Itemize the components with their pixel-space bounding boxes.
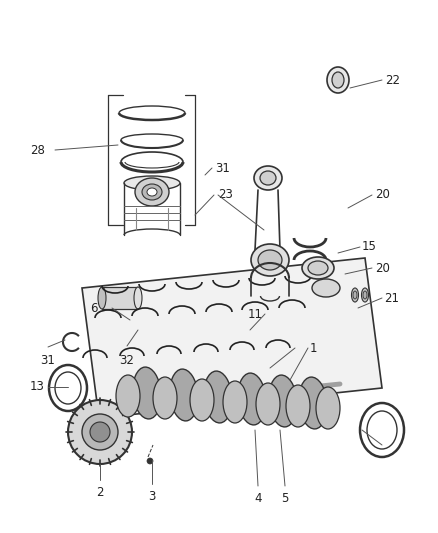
Ellipse shape	[308, 261, 328, 275]
Ellipse shape	[135, 178, 169, 206]
Ellipse shape	[142, 184, 162, 200]
Text: 2: 2	[96, 487, 104, 499]
Text: 31: 31	[215, 161, 230, 174]
Ellipse shape	[116, 375, 140, 417]
Text: 32: 32	[120, 353, 134, 367]
Text: 4: 4	[254, 491, 262, 505]
Text: 5: 5	[281, 491, 289, 505]
Ellipse shape	[170, 369, 198, 421]
Ellipse shape	[55, 372, 81, 404]
Ellipse shape	[260, 171, 276, 185]
Text: 20: 20	[375, 189, 390, 201]
Ellipse shape	[204, 371, 232, 423]
Text: 20: 20	[375, 262, 390, 274]
Ellipse shape	[133, 367, 161, 419]
Ellipse shape	[363, 291, 367, 299]
Ellipse shape	[302, 257, 334, 279]
Ellipse shape	[134, 287, 142, 309]
Ellipse shape	[352, 288, 358, 302]
Circle shape	[147, 458, 153, 464]
Ellipse shape	[360, 403, 404, 457]
Ellipse shape	[299, 377, 327, 429]
Ellipse shape	[254, 166, 282, 190]
Ellipse shape	[312, 279, 340, 297]
Text: 31: 31	[41, 353, 56, 367]
Text: 22: 22	[385, 74, 400, 86]
Ellipse shape	[316, 387, 340, 429]
Circle shape	[82, 414, 118, 450]
Ellipse shape	[49, 365, 87, 411]
Ellipse shape	[256, 383, 280, 425]
Text: 3: 3	[148, 490, 155, 504]
Ellipse shape	[223, 381, 247, 423]
Circle shape	[68, 400, 132, 464]
Ellipse shape	[258, 250, 282, 270]
Ellipse shape	[238, 373, 266, 425]
Ellipse shape	[251, 244, 289, 276]
Ellipse shape	[332, 72, 344, 88]
Ellipse shape	[190, 379, 214, 421]
Text: 6: 6	[90, 302, 98, 314]
Text: 14: 14	[385, 439, 400, 451]
Text: 28: 28	[30, 143, 45, 157]
Ellipse shape	[353, 291, 357, 299]
Text: 23: 23	[218, 189, 233, 201]
Text: 13: 13	[30, 381, 45, 393]
Text: 15: 15	[362, 240, 377, 254]
Text: 1: 1	[310, 342, 318, 354]
Text: 21: 21	[384, 292, 399, 304]
Ellipse shape	[367, 411, 397, 449]
Ellipse shape	[153, 377, 177, 419]
Ellipse shape	[147, 188, 157, 196]
Circle shape	[90, 422, 110, 442]
Ellipse shape	[124, 176, 180, 190]
Bar	[102, 287, 138, 309]
Polygon shape	[82, 258, 382, 418]
Text: 11: 11	[248, 308, 263, 320]
Ellipse shape	[327, 67, 349, 93]
Ellipse shape	[98, 287, 106, 309]
Ellipse shape	[269, 375, 297, 427]
Ellipse shape	[361, 288, 368, 302]
Ellipse shape	[286, 385, 310, 427]
